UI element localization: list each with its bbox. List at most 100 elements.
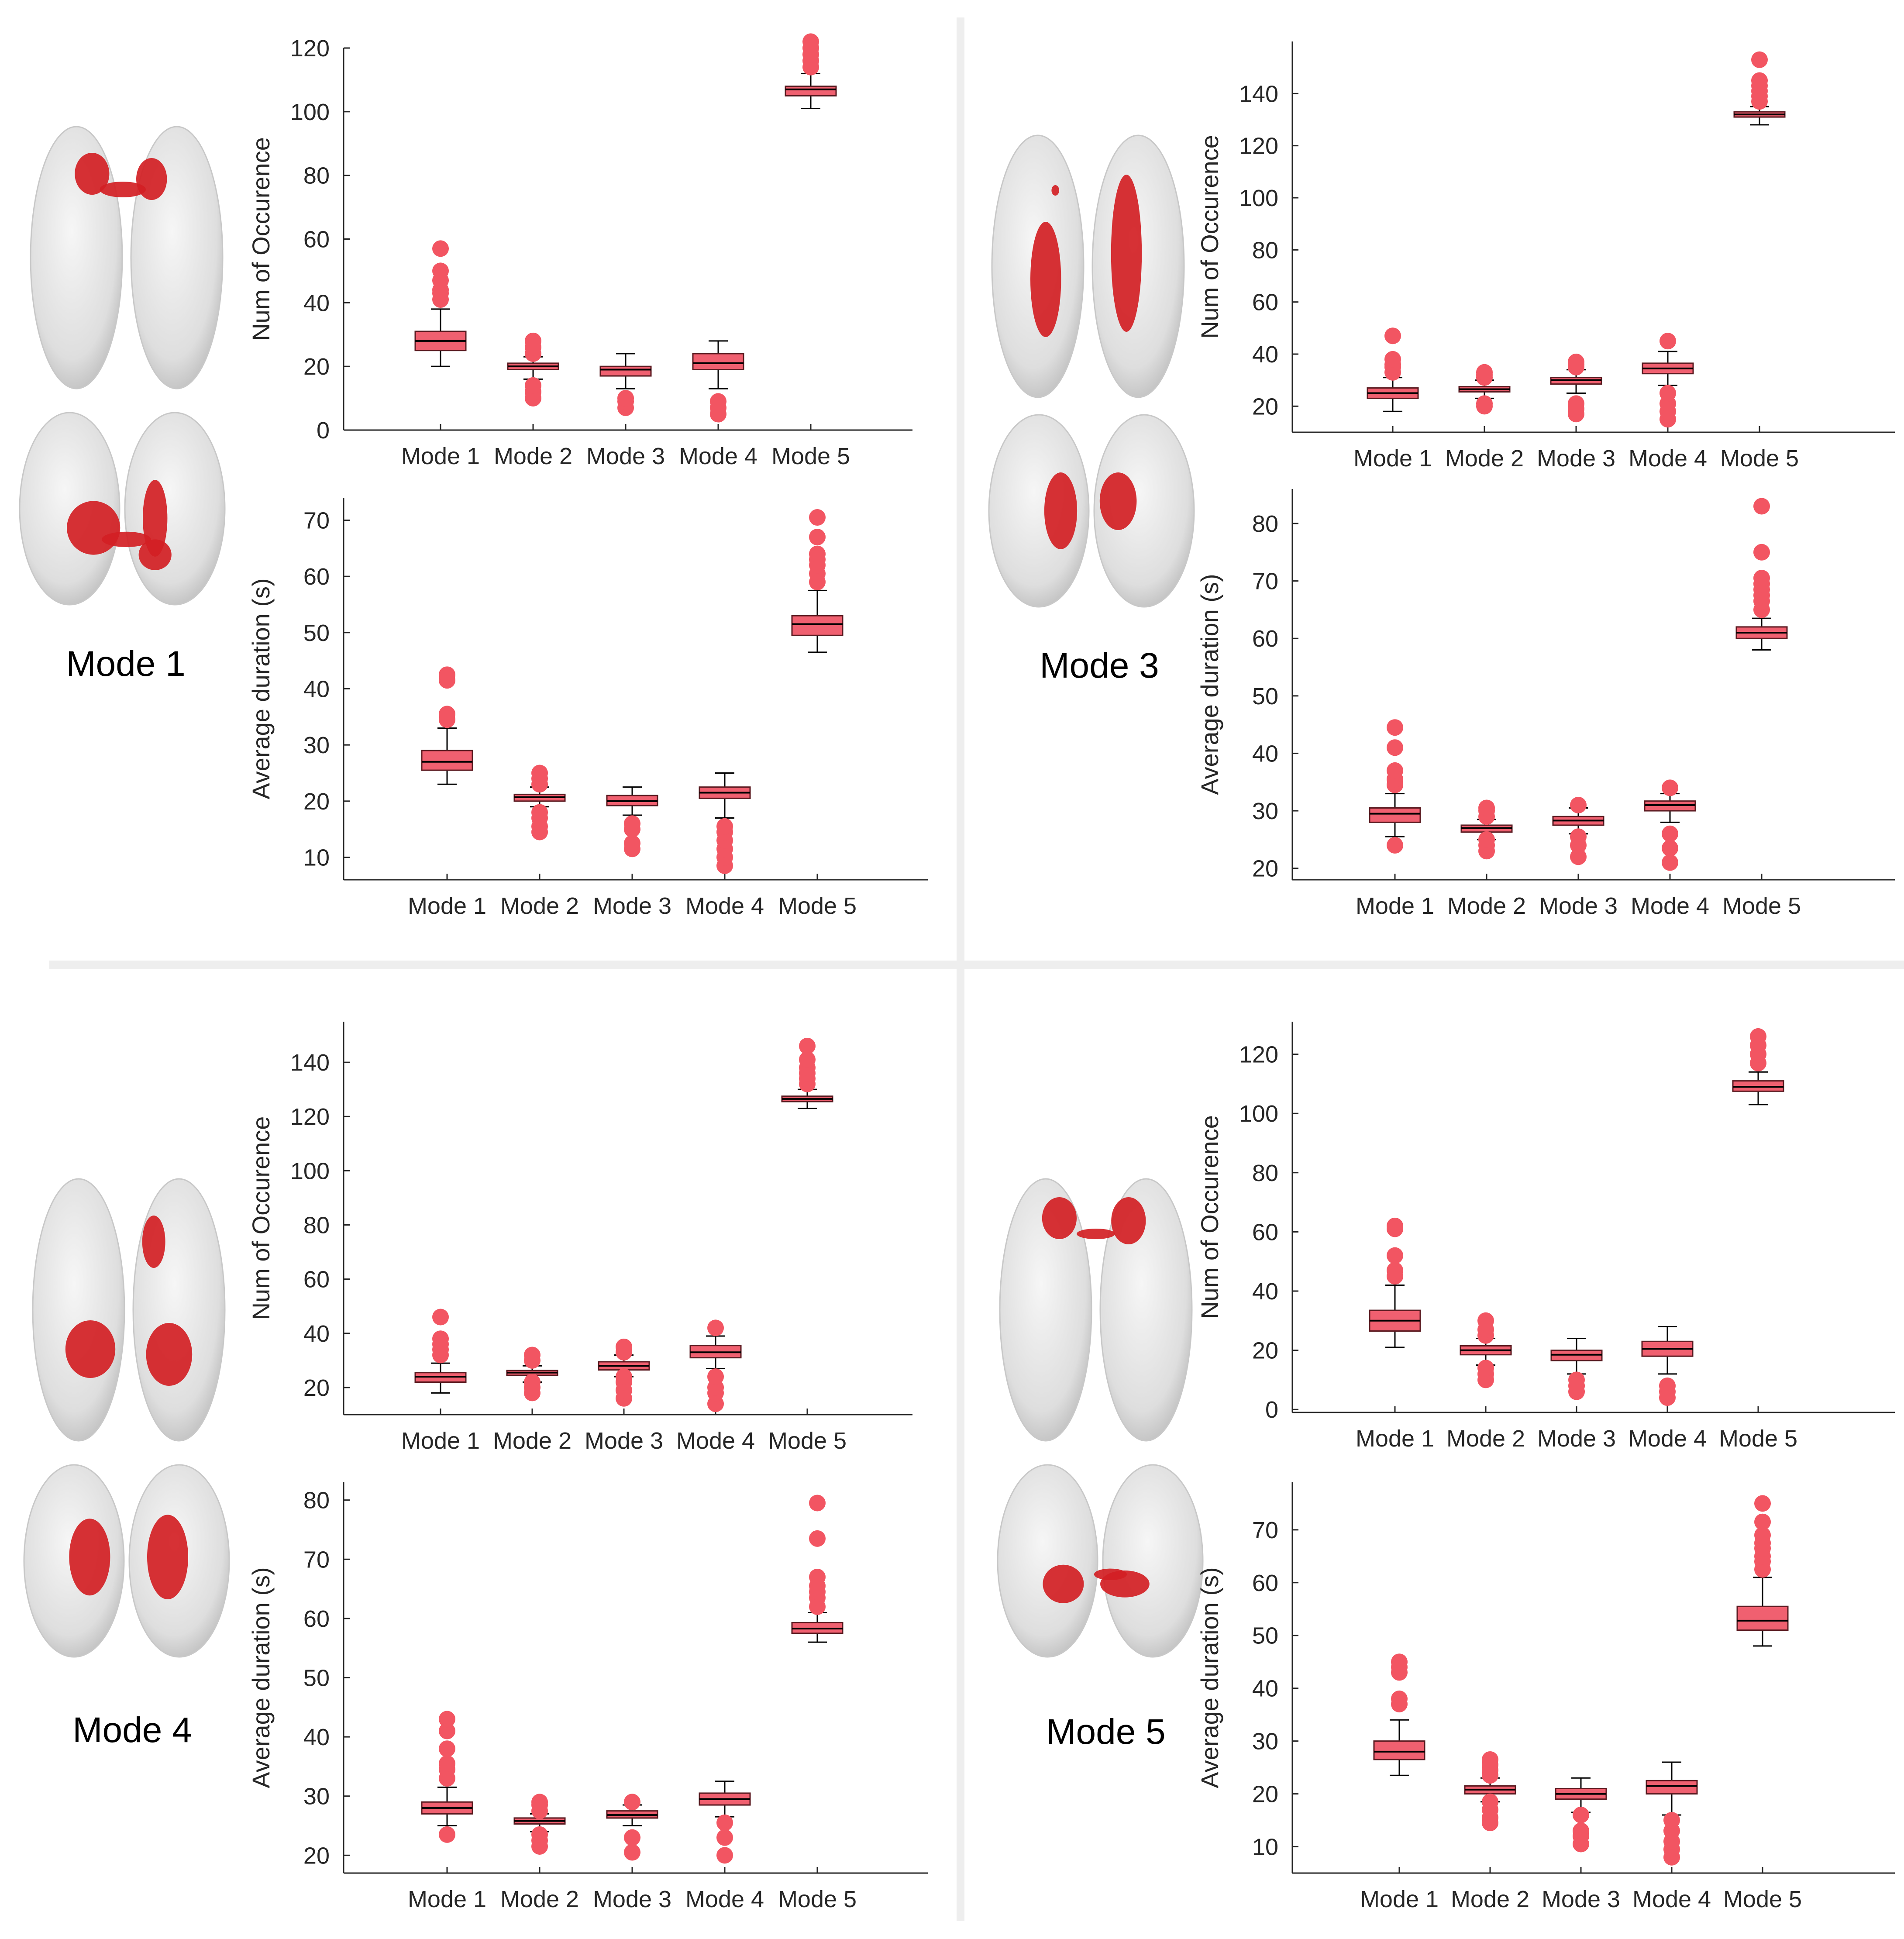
box-mode-4	[699, 1781, 751, 1864]
outlier-point	[707, 1368, 724, 1385]
brain-axial-mode-4	[32, 1178, 226, 1442]
activation-region	[100, 182, 146, 197]
activation-region	[1043, 1564, 1084, 1603]
x-tick-label: Mode 1	[408, 893, 486, 919]
y-tick-label: 40	[303, 290, 330, 316]
y-tick-label: 50	[303, 620, 330, 646]
outlier-point	[439, 1722, 455, 1739]
x-tick-label: Mode 5	[778, 1886, 857, 1912]
x-tick-label: Mode 3	[586, 443, 665, 469]
outlier-point	[1384, 351, 1401, 368]
y-axis-label: Num of Occurence	[247, 1116, 275, 1320]
outlier-point	[624, 835, 640, 852]
outlier-point	[1387, 837, 1403, 854]
y-axis-label: Num of Occurence	[1196, 1115, 1223, 1319]
x-tick-label: Mode 4	[685, 1886, 764, 1912]
outlier-point	[809, 1568, 826, 1585]
brain-coronal-mode-5	[997, 1464, 1204, 1658]
y-tick-label: 80	[303, 163, 330, 189]
outlier-point	[1754, 1526, 1771, 1543]
outlier-point	[624, 1844, 640, 1861]
outlier-point	[1478, 831, 1495, 848]
y-tick-label: 40	[1252, 1676, 1278, 1702]
y-tick-label: 60	[303, 564, 330, 590]
y-axis-label: Average duration (s)	[1196, 1567, 1223, 1788]
outlier-point	[624, 1829, 640, 1846]
outlier-point	[1387, 1247, 1403, 1264]
boxplot-mode-1-occurrence: 0 20 40 60 80 100 120 Num of Occurence Mode 1 Mod…	[247, 33, 912, 469]
y-tick-label: 20	[1252, 856, 1278, 882]
iqr-box	[1736, 1605, 1789, 1631]
y-tick-label: 60	[1252, 1219, 1278, 1245]
y-tick-label: 20	[303, 1375, 330, 1401]
box-mode-5	[1732, 1028, 1784, 1106]
box-mode-2	[1464, 1751, 1516, 1832]
y-tick-label: 60	[303, 1606, 330, 1632]
outlier-point	[716, 1847, 733, 1864]
box-mode-1	[1369, 1217, 1421, 1348]
x-tick-label: Mode 2	[1446, 1426, 1525, 1452]
y-tick-label: 80	[303, 1488, 330, 1514]
x-tick-label: Mode 2	[1445, 445, 1524, 472]
outlier-point	[799, 1051, 816, 1068]
y-tick-label: 80	[1252, 511, 1278, 537]
outlier-point	[1387, 719, 1403, 736]
box-mode-3	[606, 1794, 658, 1861]
horizontal-divider	[49, 961, 1904, 969]
outlier-point	[531, 1794, 548, 1811]
box-mode-1	[1373, 1653, 1425, 1776]
iqr-box	[791, 615, 844, 636]
outlier-point	[439, 1711, 455, 1728]
x-tick-label: Mode 2	[500, 1886, 579, 1912]
y-tick-label: 20	[1252, 393, 1278, 420]
boxplot-mode-4-occurrence: 20 40 60 80 100 120 140 Num of Occurence Mode 1 M…	[247, 1022, 912, 1454]
outlier-point	[799, 1037, 816, 1054]
right-hemisphere	[1093, 414, 1195, 608]
box-mode-3	[1555, 1777, 1607, 1853]
box-mode-2	[513, 765, 566, 840]
box-mode-5	[1736, 1495, 1789, 1647]
y-tick-label: 50	[1252, 1623, 1278, 1649]
outlier-point	[802, 33, 819, 50]
y-tick-label: 10	[303, 845, 330, 871]
x-tick-label: Mode 5	[1720, 445, 1799, 472]
x-tick-label: Mode 5	[1723, 1886, 1802, 1912]
outlier-point	[439, 666, 455, 683]
box-mode-2	[1460, 799, 1513, 860]
activation-region	[65, 1320, 116, 1378]
activation-region	[1077, 1229, 1115, 1239]
right-hemisphere	[1102, 1464, 1204, 1658]
left-hemisphere	[997, 1464, 1098, 1658]
outlier-point	[707, 1319, 724, 1336]
x-tick-label: Mode 1	[408, 1886, 486, 1912]
y-tick-label: 40	[303, 1321, 330, 1347]
x-tick-label: Mode 1	[401, 1428, 480, 1454]
iqr-box	[1373, 1740, 1425, 1760]
box-mode-4	[699, 772, 751, 874]
box-mode-1	[414, 1309, 467, 1394]
outlier-point	[1753, 570, 1770, 587]
y-tick-label: 100	[1239, 1101, 1278, 1127]
activation-region	[1051, 185, 1059, 196]
box-mode-3	[599, 353, 652, 416]
x-tick-label: Mode 3	[585, 1428, 663, 1454]
right-hemisphere	[124, 412, 226, 606]
y-axis-label: Average duration (s)	[247, 578, 275, 799]
x-tick-label: Mode 1	[1353, 445, 1432, 472]
box-mode-3	[606, 786, 658, 858]
outlier-point	[439, 1826, 455, 1843]
outlier-point	[1753, 498, 1770, 515]
activation-region	[102, 531, 151, 547]
outlier-point	[1477, 1360, 1494, 1377]
boxplot-mode-4-duration: 20 30 40 50 60 70 80 Average duration (s) Mode 1…	[247, 1482, 928, 1912]
y-tick-label: 120	[290, 1104, 330, 1130]
y-tick-label: 20	[1252, 1781, 1278, 1808]
boxplot-mode-1-duration: 10 20 30 40 50 60 70 Average duration (s) Mode 1…	[247, 498, 928, 919]
outlier-point	[1568, 353, 1584, 370]
box-mode-2	[513, 1794, 566, 1855]
y-tick-label: 80	[1252, 237, 1278, 263]
x-tick-label: Mode 5	[1722, 893, 1801, 919]
outlier-point	[531, 765, 548, 782]
box-mode-4	[689, 1319, 742, 1412]
y-tick-label: 40	[303, 1724, 330, 1750]
